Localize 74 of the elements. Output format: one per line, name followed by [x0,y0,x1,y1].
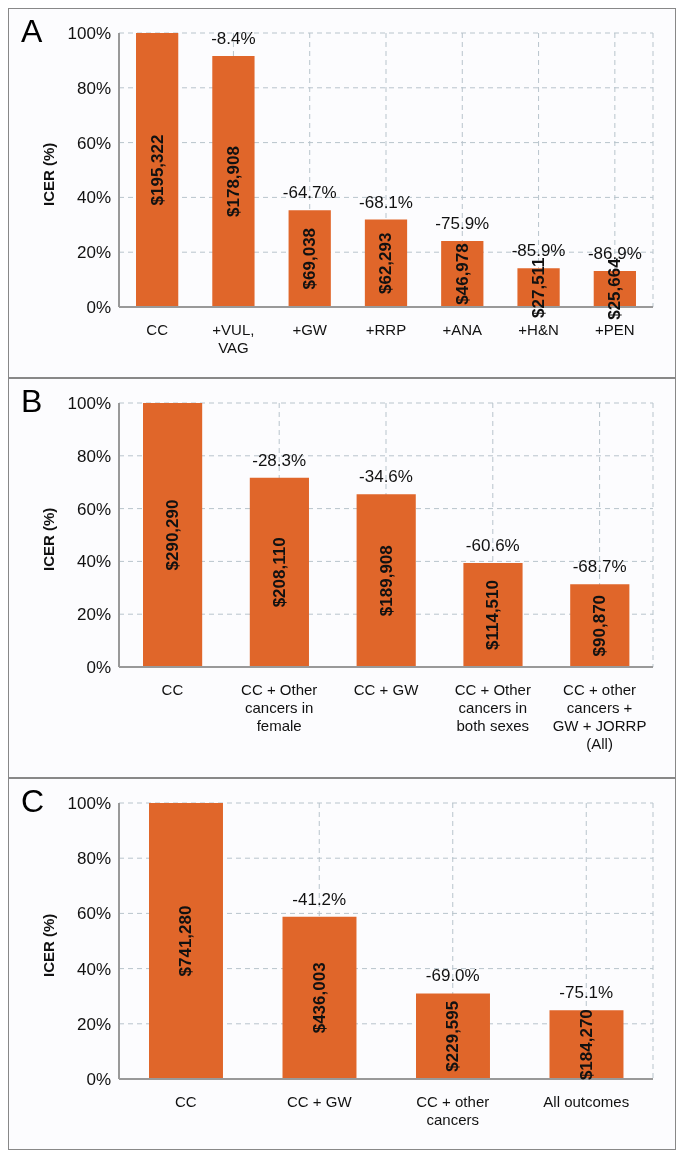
x-tick-label: CC + GW [353,681,420,698]
x-tick-label: CC [174,1093,197,1110]
bar [143,403,203,667]
x-tick-label: CC + Other cancers in both sexes [454,681,531,734]
annotation: -75.9% [435,213,490,233]
y-axis-title: ICER (%) [40,142,58,206]
y-tick-label: 80% [76,849,111,869]
y-tick-label: 100% [67,24,111,44]
annotation: $178,908 [223,146,243,217]
y-tick-label: 100% [67,794,111,814]
chart-title: A [21,13,43,50]
chart-title: B [21,383,43,420]
annotation: $184,270 [576,1009,596,1081]
annotation: $69,038 [300,227,320,290]
y-tick-label: 60% [76,499,111,519]
x-tick-label: +PEN [595,321,635,338]
annotation: -60.6% [465,535,520,555]
bar [416,993,490,1079]
chart-title: C [21,783,45,820]
annotation: $114,510 [483,580,503,650]
annotation: $229,595 [443,1000,463,1072]
annotation: -34.6% [359,467,413,487]
x-tick-label: CC + Other cancers in female [241,681,318,734]
y-tick-label: 40% [76,959,111,979]
x-tick-label: CC + other cancers [416,1093,490,1128]
x-tick-label: CC [146,321,169,338]
bar [136,33,179,307]
annotation: $290,290 [163,499,183,571]
annotation: $189,908 [376,545,396,617]
annotation: $62,293 [376,232,396,295]
x-tick-label: +GW [292,321,328,338]
annotation: $208,110 [269,537,289,608]
x-tick-label: CC + other cancers + GW + JORRP (All) [552,681,647,752]
y-tick-label: 20% [76,605,111,625]
annotation: $436,003 [309,962,329,1034]
x-tick-label: +VUL, VAG [212,321,255,356]
y-tick-label: 40% [76,188,111,208]
y-tick-label: 0% [86,1070,111,1090]
y-tick-label: 60% [76,904,111,924]
y-tick-label: 100% [67,394,111,414]
annotation: $46,978 [452,243,472,305]
y-axis-title: ICER (%) [40,913,58,977]
x-tick-label: CC + GW [286,1093,353,1110]
y-tick-label: 20% [76,243,111,263]
y-tick-label: 0% [86,658,111,678]
y-tick-label: 0% [86,298,111,318]
bar [356,494,416,667]
annotation: -64.7% [282,183,337,203]
bar [212,56,255,307]
x-tick-label: All outcomes [543,1093,630,1110]
annotation: $741,280 [176,905,196,977]
x-tick-label: +ANA [442,321,483,338]
bar [249,477,309,667]
bar [149,803,223,1079]
y-tick-label: 60% [76,133,111,153]
x-tick-label: +RRP [365,321,407,338]
annotation: -69.0% [425,966,480,986]
annotation: -41.2% [292,889,347,909]
bar [282,916,357,1079]
y-tick-label: 20% [76,1014,111,1034]
annotation: $195,322 [147,134,167,206]
annotation: -75.1% [559,983,614,1003]
y-tick-label: 80% [76,78,111,98]
bar [463,562,523,667]
y-tick-label: 40% [76,552,111,572]
y-axis-title: ICER (%) [40,507,58,571]
y-tick-label: 80% [76,446,111,466]
annotation: -68.7% [572,557,627,577]
x-tick-label: CC [161,681,184,698]
annotation: -28.3% [252,450,307,470]
annotation: $90,870 [590,594,610,657]
x-tick-label: +H&N [518,321,559,338]
annotation: -8.4% [211,29,256,49]
annotation: -68.1% [359,192,413,212]
